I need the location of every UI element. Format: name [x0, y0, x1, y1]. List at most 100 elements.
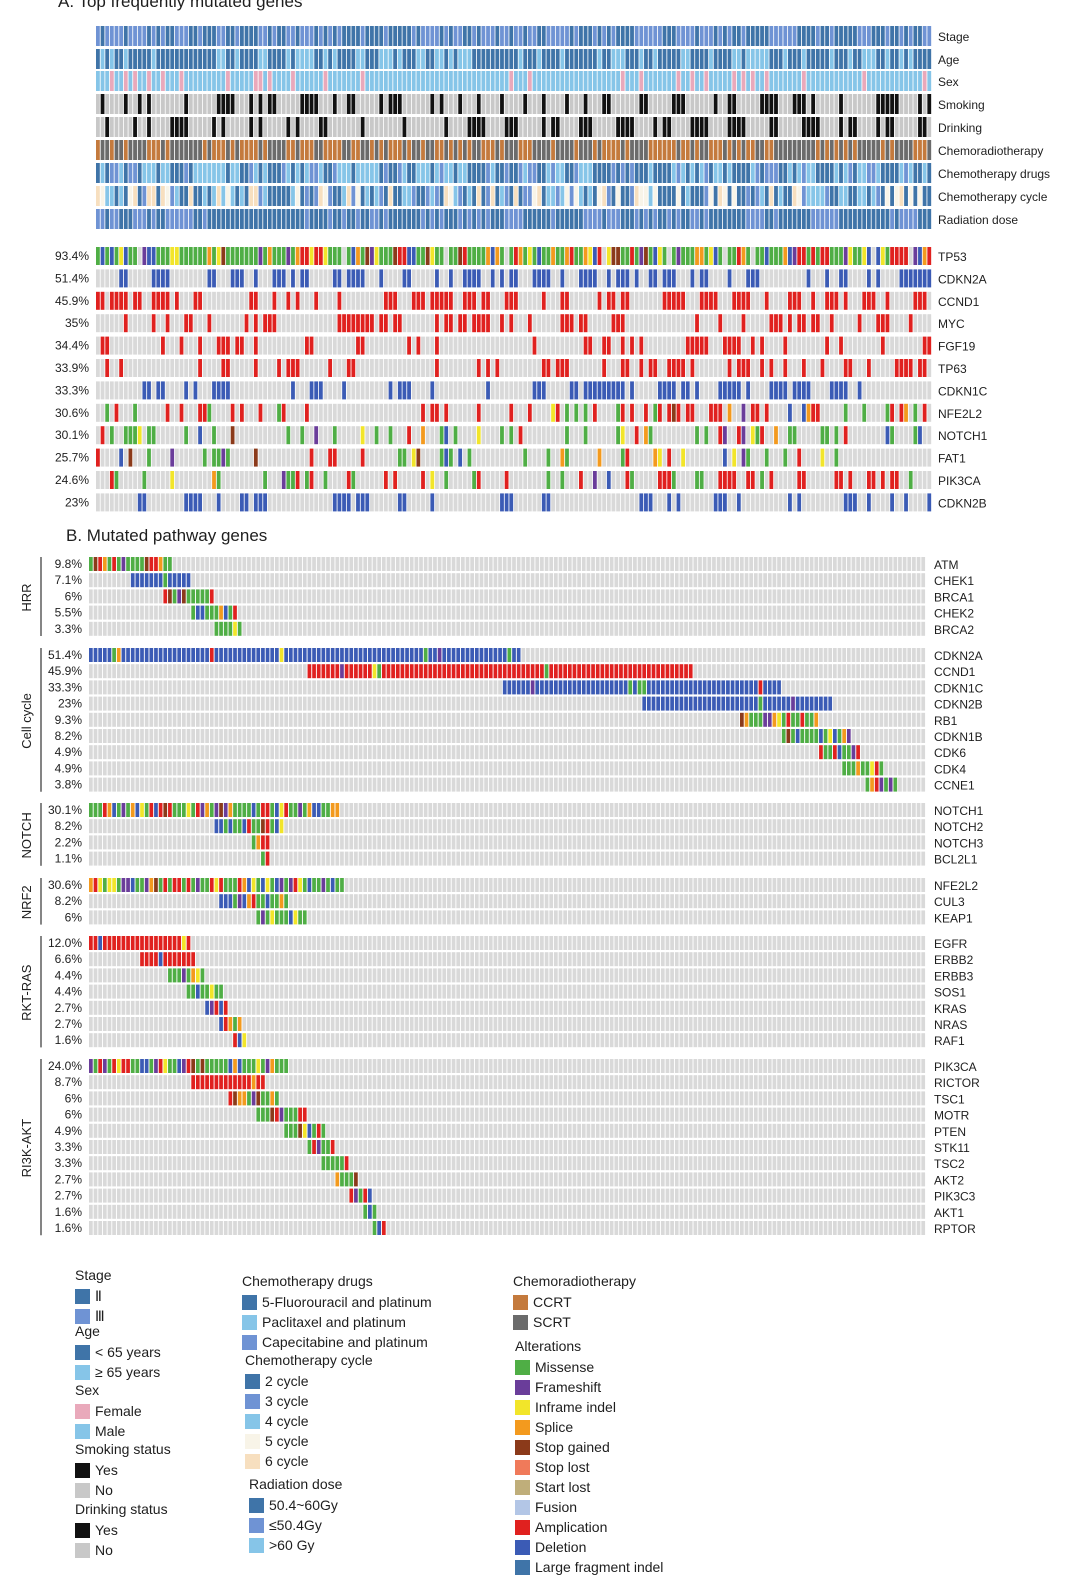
mutation-cell: [229, 622, 233, 636]
mutation-cell: [245, 359, 249, 377]
mutation-cell: [272, 314, 276, 332]
clinical-cell: [695, 94, 699, 114]
clinical-cell: [477, 94, 481, 114]
clinical-cell: [361, 209, 365, 229]
clinical-cell: [115, 71, 119, 91]
mutation-cell: [233, 622, 237, 636]
mutation-cell: [110, 314, 114, 332]
mutation-cell: [737, 471, 741, 489]
clinical-cell: [194, 163, 198, 183]
mutation-cell: [119, 292, 123, 310]
mutation-cell: [189, 471, 193, 489]
mutation-cell: [112, 622, 116, 636]
mutation-cell: [131, 606, 135, 620]
mutation-cell: [481, 292, 485, 310]
clinical-cell: [449, 71, 453, 91]
mutation-cell: [824, 622, 828, 636]
mutation-cell: [286, 314, 290, 332]
clinical-cell: [774, 26, 778, 46]
mutation-cell: [635, 314, 639, 332]
clinical-cell: [728, 117, 732, 137]
clinical-cell: [811, 117, 815, 137]
clinical-cell: [523, 94, 527, 114]
mutation-cell: [207, 381, 211, 399]
mutation-cell: [810, 573, 814, 587]
mutation-cell: [219, 557, 223, 571]
mutation-cell: [881, 314, 885, 332]
clinical-cell: [221, 140, 225, 160]
mutation-cell: [607, 247, 611, 265]
mutation-cell: [904, 381, 908, 399]
clinical-cell: [124, 140, 128, 160]
mutation-cell: [690, 269, 694, 287]
mutation-cell: [593, 269, 597, 287]
mutation-cell: [147, 269, 151, 287]
mutation-cell: [672, 471, 676, 489]
mutation-cell: [732, 292, 736, 310]
mutation-cell: [412, 247, 416, 265]
clinical-cell: [927, 209, 931, 229]
clinical-cell: [816, 49, 820, 69]
mutation-cell: [494, 573, 498, 587]
mutation-cell: [170, 269, 174, 287]
mutation-cell: [746, 426, 750, 444]
mutation-cell: [133, 292, 137, 310]
clinical-cell: [486, 26, 490, 46]
mutation-cell: [300, 337, 304, 355]
mutation-cell: [528, 471, 532, 489]
mutation-cell: [796, 589, 800, 603]
clinical-cell: [876, 163, 880, 183]
clinical-cell: [547, 186, 551, 206]
mutation-cell: [848, 247, 852, 265]
mutation-cell: [779, 426, 783, 444]
mutation-cell: [129, 493, 133, 511]
mutation-cell: [375, 337, 379, 355]
clinical-cell: [890, 163, 894, 183]
clinical-cell: [393, 140, 397, 160]
mutation-cell: [205, 622, 209, 636]
mutation-cell: [393, 404, 397, 422]
mutation-cell: [231, 337, 235, 355]
mutation-cell: [424, 606, 428, 620]
clinical-cell: [440, 186, 444, 206]
mutation-cell: [368, 606, 372, 620]
mutation-cell: [305, 449, 309, 467]
mutation-cell: [565, 449, 569, 467]
mutation-cell: [375, 404, 379, 422]
mutation-cell: [294, 622, 298, 636]
mutation-cell: [512, 648, 516, 662]
mutation-cell: [419, 573, 423, 587]
mutation-cell: [108, 606, 112, 620]
mutation-cell: [396, 606, 400, 620]
clinical-cell: [881, 209, 885, 229]
mutation-cell: [793, 314, 797, 332]
mutation-cell: [838, 606, 842, 620]
clinical-cell: [105, 117, 109, 137]
mutation-cell: [819, 622, 823, 636]
mutation-cell: [694, 648, 698, 662]
mutation-cell: [805, 648, 809, 662]
mutation-cell: [131, 648, 135, 662]
mutation-cell: [852, 622, 856, 636]
mutation-cell: [707, 573, 711, 587]
clinical-cell: [667, 117, 671, 137]
mutation-cell: [653, 471, 657, 489]
mutation-cell: [505, 359, 509, 377]
mutation-cell: [899, 471, 903, 489]
mutation-cell: [661, 622, 665, 636]
mutation-cell: [602, 404, 606, 422]
mutation-cell: [628, 573, 632, 587]
mutation-cell: [340, 589, 344, 603]
mutation-cell: [468, 359, 472, 377]
clinical-cell: [416, 49, 420, 69]
mutation-cell: [452, 648, 456, 662]
mutation-cell: [700, 381, 704, 399]
mutation-cell: [314, 269, 318, 287]
mutation-cell: [821, 292, 825, 310]
mutation-cell: [105, 359, 109, 377]
clinical-cell: [830, 209, 834, 229]
mutation-cell: [163, 606, 167, 620]
clinical-cell: [430, 163, 434, 183]
mutation-cell: [110, 449, 114, 467]
clinical-cell: [110, 140, 114, 160]
